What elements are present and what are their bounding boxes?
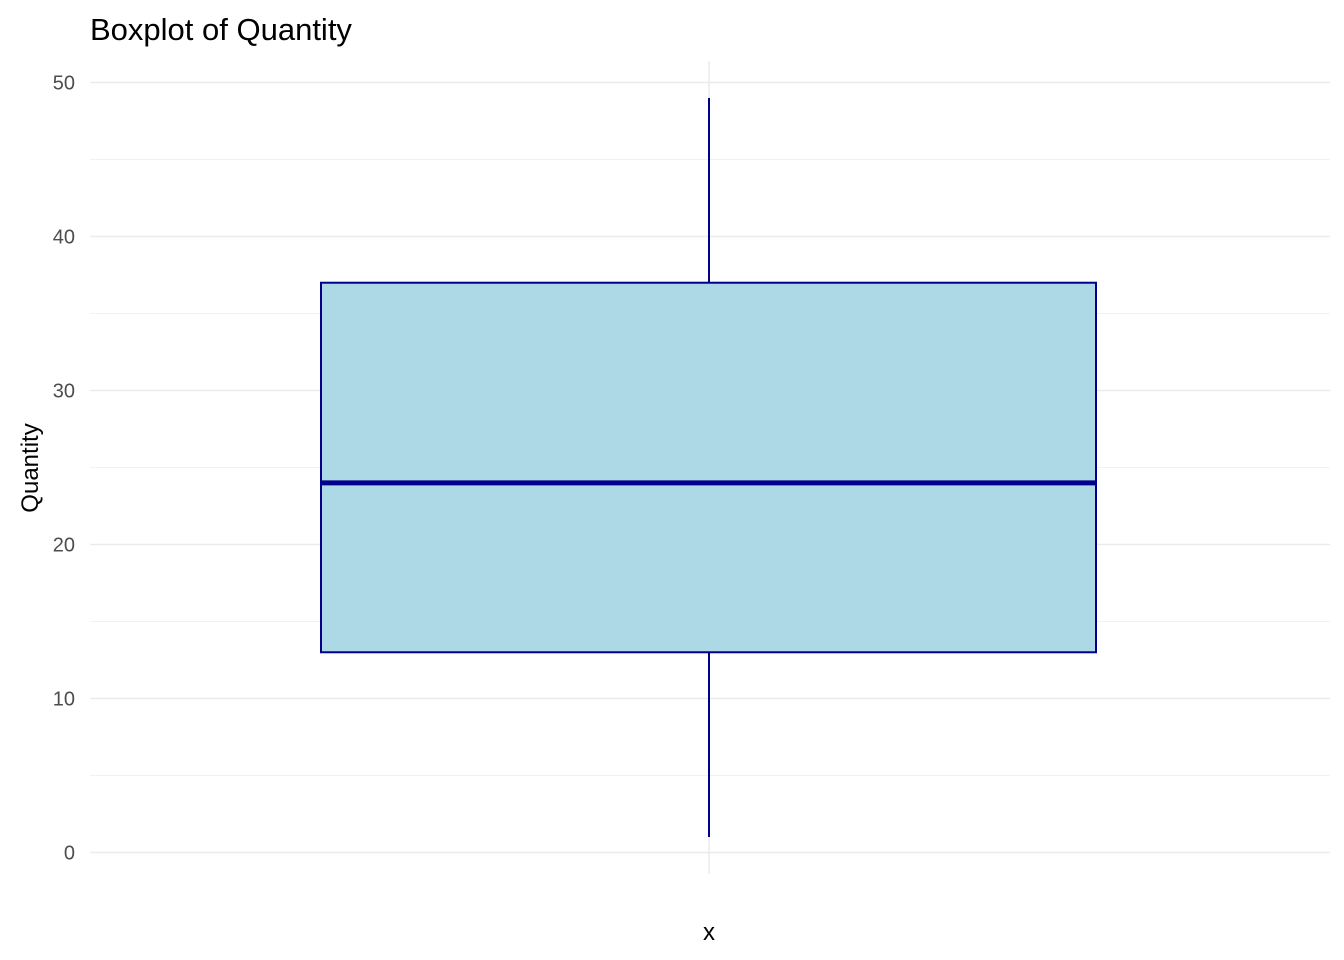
y-tick-label: 10 xyxy=(53,688,75,710)
y-axis-ticks: 0 10 20 30 40 50 xyxy=(53,73,75,865)
y-tick-label: 20 xyxy=(53,534,75,556)
x-axis-label: x xyxy=(703,919,715,946)
y-tick-label: 0 xyxy=(64,842,75,864)
y-tick-label: 40 xyxy=(53,227,75,249)
y-tick-label: 50 xyxy=(53,73,75,95)
chart-title: Boxplot of Quantity xyxy=(90,12,352,47)
box-marks xyxy=(320,97,1097,838)
y-axis-label: Quantity xyxy=(17,423,44,512)
interquartile-box xyxy=(320,281,1097,654)
y-tick-label: 30 xyxy=(53,381,75,403)
